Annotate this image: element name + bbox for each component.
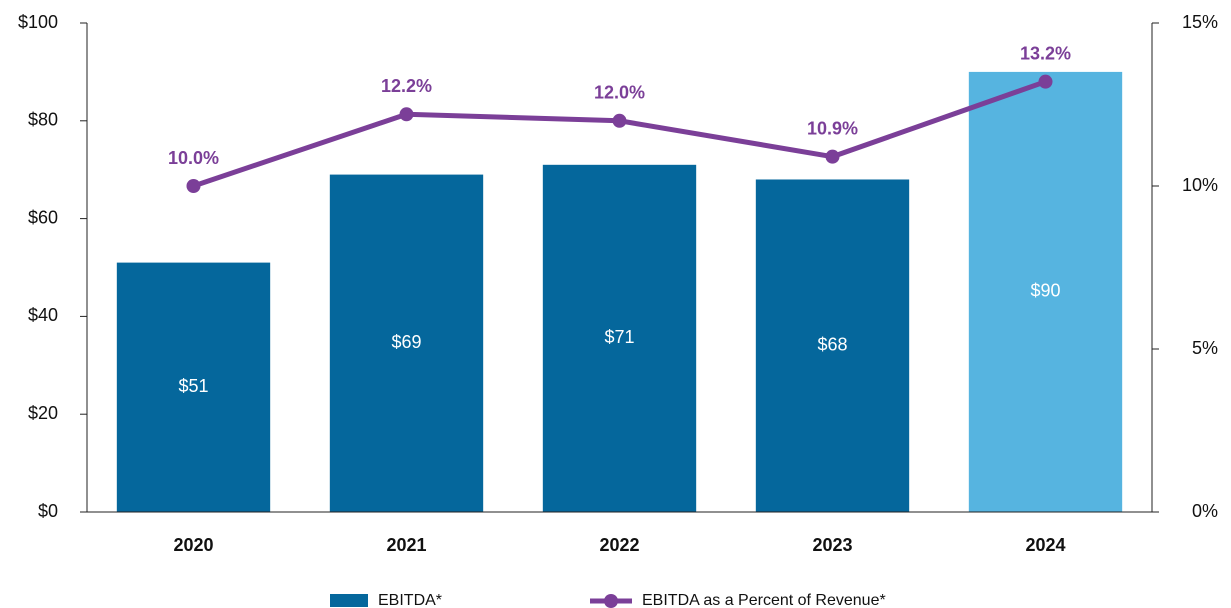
line-point (186, 179, 201, 193)
legend-swatch-point (604, 594, 618, 608)
y2-tick-label: 15% (1182, 12, 1218, 32)
y-tick-label: $80 (28, 110, 58, 130)
y-tick-label: $100 (18, 12, 58, 32)
bar (755, 179, 910, 513)
x-tick-label: 2021 (386, 535, 426, 555)
bar (329, 174, 484, 512)
y2-tick-label: 0% (1192, 501, 1218, 521)
bar-value-label: $68 (817, 334, 847, 354)
x-tick-label: 2023 (812, 535, 852, 555)
bar (542, 164, 697, 512)
y2-tick-label: 5% (1192, 338, 1218, 358)
bar-value-label: $51 (178, 376, 208, 396)
line-point (825, 149, 840, 164)
y-tick-label: $40 (28, 305, 58, 325)
bar (968, 71, 1123, 513)
bar-value-label: $69 (391, 332, 421, 352)
line-value-label: 12.2% (381, 76, 432, 96)
line-value-label: 10.9% (807, 118, 858, 138)
bar-value-label: $90 (1030, 281, 1060, 301)
bar-value-label: $71 (604, 327, 634, 347)
line-point (612, 113, 627, 128)
line-value-label: 13.2% (1020, 43, 1071, 63)
line-value-label: 12.0% (594, 83, 645, 103)
y-tick-label: $0 (38, 501, 58, 521)
y-tick-label: $20 (28, 403, 58, 423)
legend-label: EBITDA* (378, 592, 442, 608)
legend-label: EBITDA as a Percent of Revenue* (642, 592, 886, 608)
bar (116, 262, 271, 512)
x-tick-label: 2020 (173, 535, 213, 555)
x-tick-label: 2022 (599, 535, 639, 555)
y-tick-label: $60 (28, 207, 58, 227)
line-value-label: 10.0% (168, 148, 219, 168)
y2-tick-label: 10% (1182, 175, 1218, 195)
legend-swatch (330, 594, 368, 607)
x-tick-label: 2024 (1025, 535, 1065, 555)
line-point (399, 107, 414, 122)
line-point (1038, 74, 1053, 89)
